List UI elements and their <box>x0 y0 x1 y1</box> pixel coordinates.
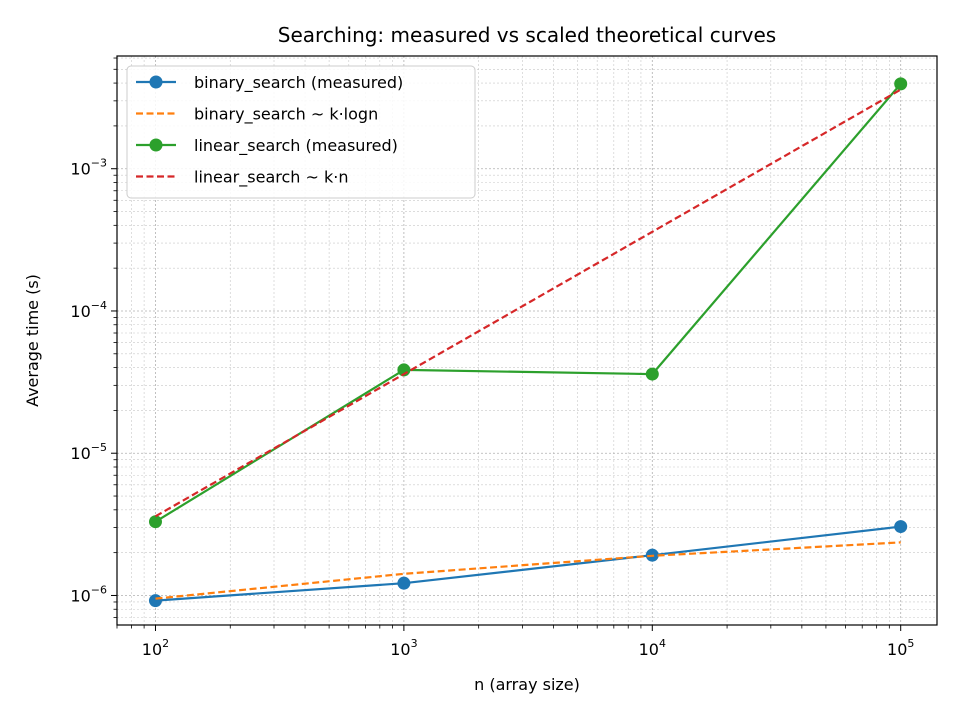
x-tick-label: 104 <box>639 637 666 659</box>
legend-label-0: binary_search (measured) <box>194 73 403 93</box>
legend-label-2: linear_search (measured) <box>194 136 398 156</box>
legend-marker-2 <box>149 138 163 152</box>
x-tick-label: 103 <box>390 637 417 659</box>
legend-label-3: linear_search ~ k·n <box>194 168 348 188</box>
legend-label-1: binary_search ~ k·logn <box>194 105 378 125</box>
y-tick-label: 10−5 <box>70 441 107 463</box>
series-line-1 <box>155 541 901 600</box>
data-point-0 <box>397 576 411 590</box>
y-tick-label: 10−4 <box>70 299 107 321</box>
plot-frame <box>116 55 938 626</box>
plot-series <box>148 77 908 608</box>
series-line-3 <box>154 88 902 518</box>
axis-ticks: 102 103 104 105 10−6 10−5 10−4 10−3 <box>70 57 914 659</box>
y-tick-label: 10−3 <box>70 157 107 179</box>
y-axis-label: Average time (s) <box>23 274 42 407</box>
legend: binary_search (measured) binary_search ~ … <box>126 65 476 199</box>
data-point-0 <box>894 520 908 534</box>
y-tick-label: 10−6 <box>70 583 107 605</box>
x-axis-label: n (array size) <box>474 675 580 694</box>
x-tick-label: 102 <box>142 637 169 659</box>
data-point-2 <box>645 367 659 381</box>
data-point-2 <box>148 515 162 529</box>
series-line-0 <box>155 525 901 602</box>
x-tick-label: 105 <box>887 637 914 659</box>
chart-title: Searching: measured vs scaled theoretica… <box>278 23 776 47</box>
legend-box <box>126 65 476 199</box>
legend-marker-0 <box>149 75 163 89</box>
data-point-2 <box>894 77 908 91</box>
data-point-0 <box>148 594 162 608</box>
